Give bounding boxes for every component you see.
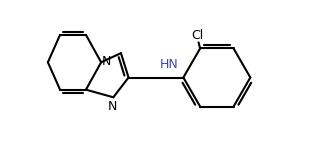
Text: N: N bbox=[108, 100, 117, 113]
Text: N: N bbox=[102, 55, 111, 68]
Text: HN: HN bbox=[160, 58, 178, 71]
Text: Cl: Cl bbox=[191, 29, 203, 42]
